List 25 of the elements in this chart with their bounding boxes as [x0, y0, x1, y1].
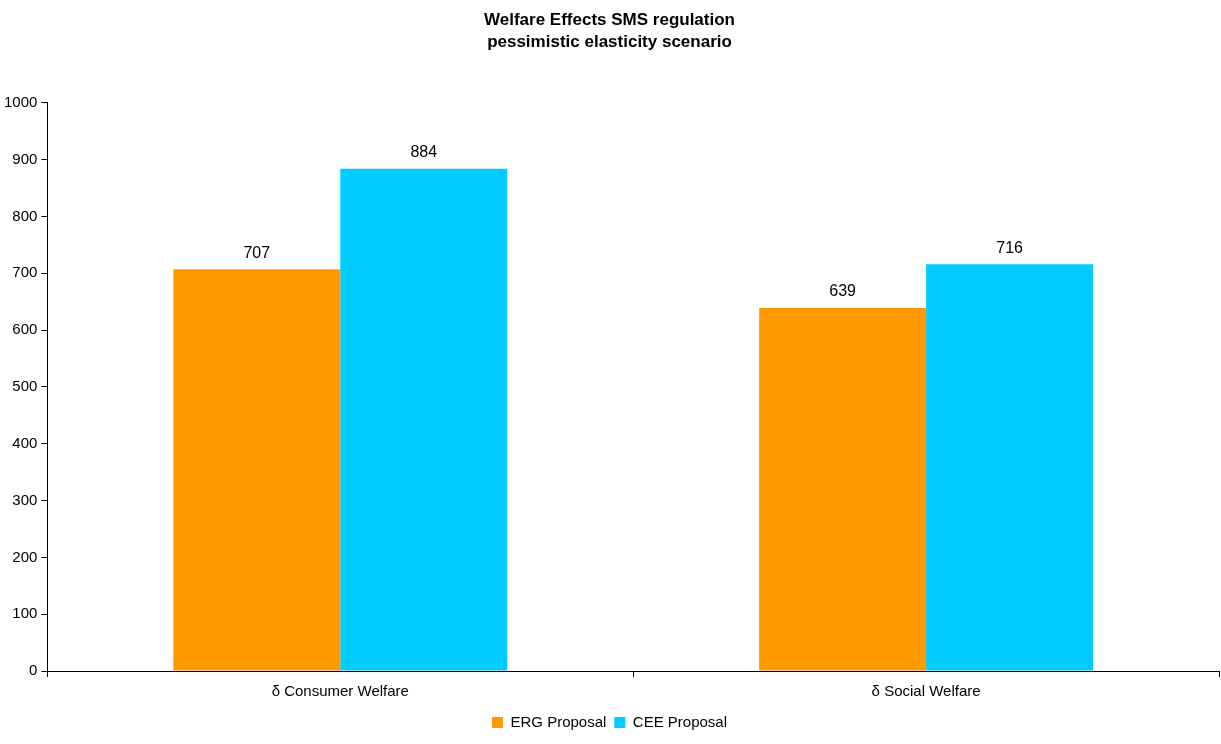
data-label: 639: [829, 282, 857, 300]
y-tick-label: 900: [12, 149, 38, 167]
y-tick-label: 500: [12, 377, 38, 395]
x-tick-label: δ Social Welfare: [871, 682, 981, 700]
bar: [340, 168, 508, 671]
data-label: 707: [243, 243, 271, 261]
y-tick-label: 300: [12, 490, 38, 508]
bar: [759, 307, 927, 671]
bar: [926, 264, 1094, 671]
y-tick-label: 200: [12, 547, 38, 565]
legend-label: ERG Proposal: [510, 712, 607, 730]
y-tick-label: 1000: [3, 92, 38, 110]
y-tick-label: 700: [12, 263, 38, 281]
y-tick-label: 400: [12, 433, 38, 451]
data-label: 716: [996, 238, 1024, 256]
chart-subtitle: pessimistic elasticity scenario: [487, 32, 732, 52]
chart-title: Welfare Effects SMS regulation: [484, 9, 735, 29]
x-tick-label: δ Consumer Welfare: [271, 682, 409, 700]
y-tick-label: 100: [12, 604, 38, 622]
y-tick-label: 800: [12, 206, 38, 224]
bar: [173, 269, 341, 671]
data-label: 884: [410, 143, 438, 161]
legend-label: CEE Proposal: [632, 712, 728, 730]
y-tick-label: 600: [12, 320, 38, 338]
y-tick-label: 0: [29, 661, 38, 679]
